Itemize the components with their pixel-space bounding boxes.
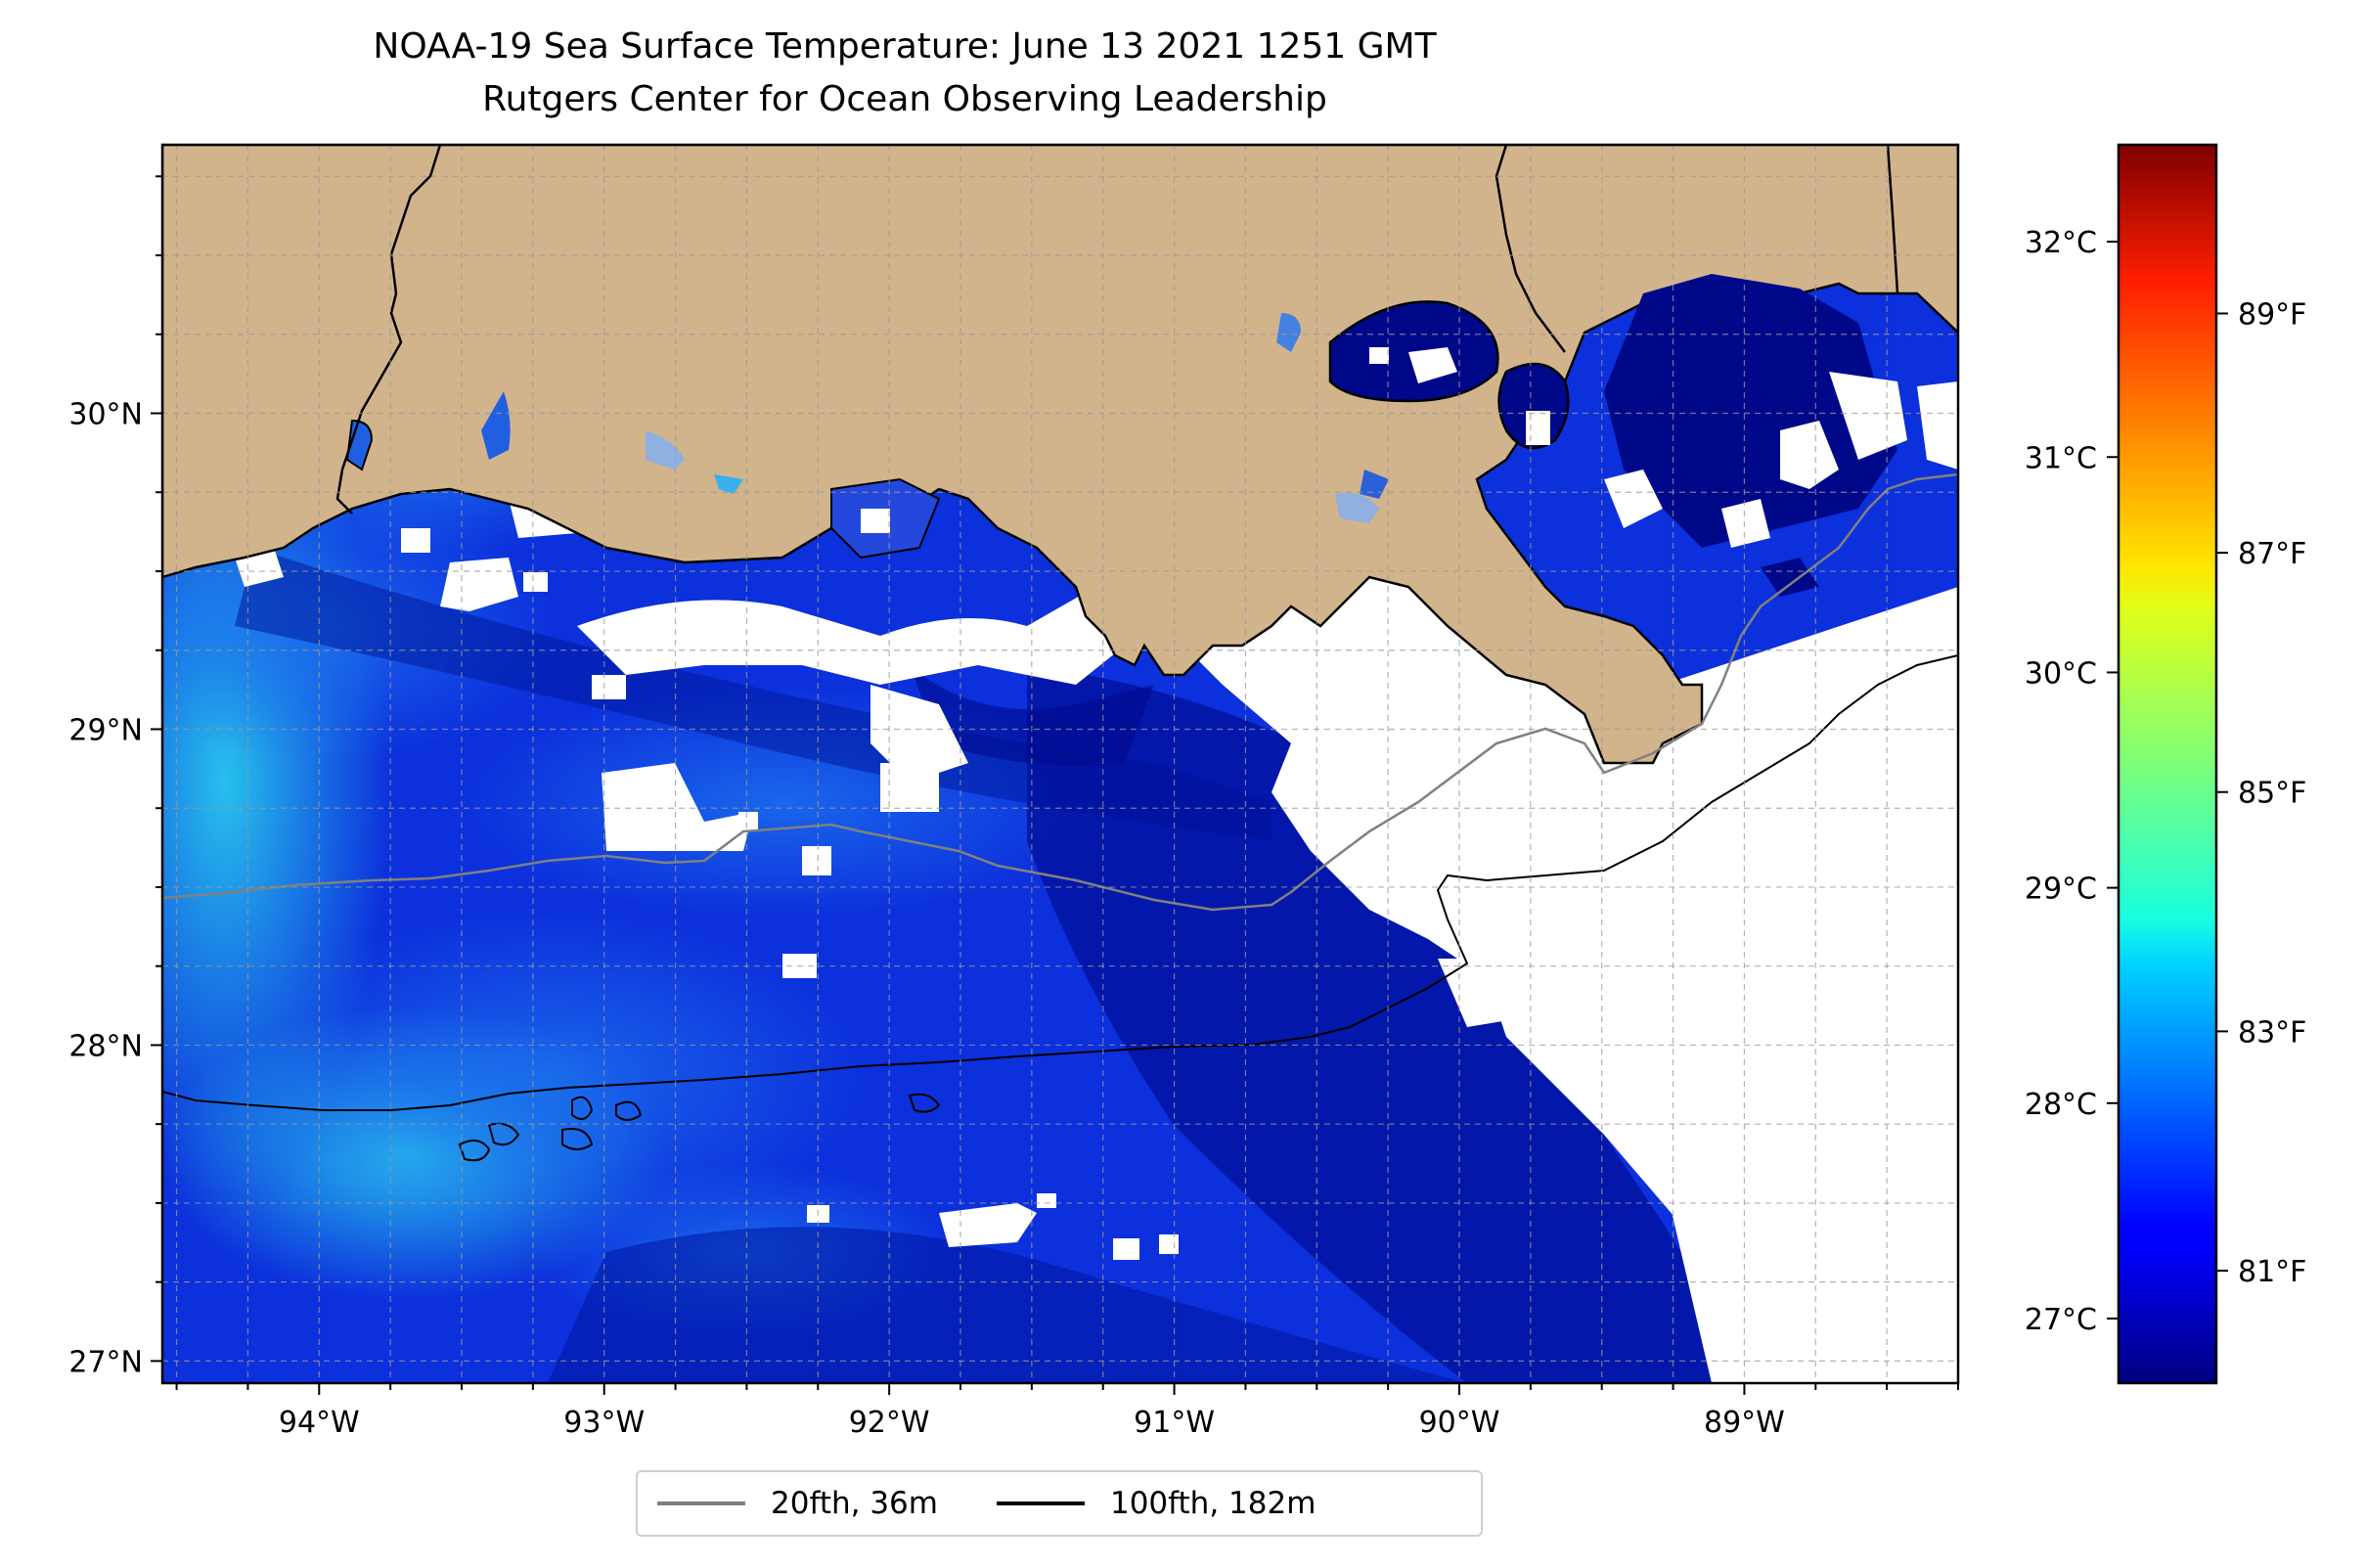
fahrenheit-tick-label: 83°F: [2238, 1015, 2306, 1050]
fahrenheit-tick-label: 87°F: [2238, 537, 2306, 571]
celsius-tick-label: 30°C: [2025, 656, 2097, 691]
graticule: [162, 145, 1959, 1383]
lat-tick-label: 28°N: [68, 1029, 143, 1063]
fahrenheit-tick-label: 81°F: [2238, 1255, 2306, 1289]
celsius-tick-label: 29°C: [2025, 873, 2097, 907]
celsius-tick-label: 32°C: [2025, 226, 2097, 260]
celsius-tick-label: 31°C: [2025, 441, 2097, 475]
lon-tick-label: 91°W: [1134, 1406, 1215, 1440]
map-field: [162, 145, 1958, 1383]
celsius-tick-label: 27°C: [2025, 1303, 2097, 1337]
legend-item-20fth: 20fth, 36m: [657, 1486, 938, 1521]
legend-label-100fth: 100fth, 182m: [1109, 1486, 1316, 1521]
isobath-100fth: [162, 654, 1958, 1111]
map-title: NOAA-19 Sea Surface Temperature: June 13…: [373, 26, 1437, 67]
legend-label-20fth: 20fth, 36m: [771, 1486, 938, 1521]
colorbar-fahrenheit-axis: 81°F 83°F 85°F 87°F 89°F: [2216, 297, 2306, 1289]
isobath-20fth: [162, 472, 1958, 912]
colorbar: [2117, 143, 2218, 1385]
colorbar-celsius-axis: 27°C 28°C 29°C 30°C 31°C 32°C: [2025, 226, 2119, 1337]
lon-tick-label: 94°W: [279, 1406, 360, 1440]
legend-line-100fth: [996, 1501, 1085, 1505]
lon-tick-label: 90°W: [1419, 1406, 1500, 1440]
lat-tick-label: 30°N: [68, 398, 143, 432]
map-subtitle: Rutgers Center for Ocean Observing Leade…: [482, 79, 1327, 119]
fahrenheit-tick-label: 89°F: [2238, 297, 2306, 332]
lon-tick-label: 93°W: [563, 1406, 645, 1440]
fahrenheit-tick-label: 85°F: [2238, 777, 2306, 811]
lat-tick-label: 27°N: [68, 1345, 143, 1379]
map-frame: [160, 143, 1960, 1385]
isobath-legend: 20fth, 36m 100fth, 182m: [636, 1470, 1483, 1537]
legend-item-100fth: 100fth, 182m: [996, 1486, 1316, 1521]
lon-tick-label: 92°W: [849, 1406, 930, 1440]
lon-axis: 94°W 93°W 92°W 91°W 90°W 89°W: [175, 1383, 1959, 1440]
lon-tick-label: 89°W: [1704, 1406, 1785, 1440]
celsius-tick-label: 28°C: [2025, 1088, 2097, 1122]
lat-axis: 27°N 28°N 29°N 30°N: [68, 175, 162, 1379]
legend-line-20fth: [657, 1501, 745, 1505]
lat-tick-label: 29°N: [68, 713, 143, 747]
